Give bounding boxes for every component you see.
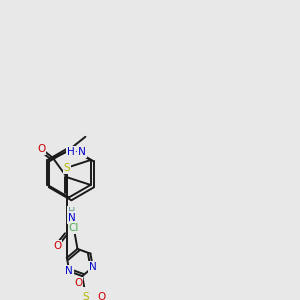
Text: O: O <box>37 144 45 154</box>
Text: N: N <box>89 262 97 272</box>
Text: N: N <box>65 266 73 276</box>
Text: H: H <box>68 207 75 217</box>
Text: N: N <box>68 212 76 223</box>
Text: Cl: Cl <box>69 223 79 233</box>
Text: O: O <box>97 292 105 300</box>
Text: H·N: H·N <box>67 147 86 157</box>
Text: S: S <box>82 292 89 300</box>
Text: S: S <box>64 163 70 173</box>
Text: O: O <box>74 278 82 288</box>
Text: O: O <box>53 241 61 251</box>
